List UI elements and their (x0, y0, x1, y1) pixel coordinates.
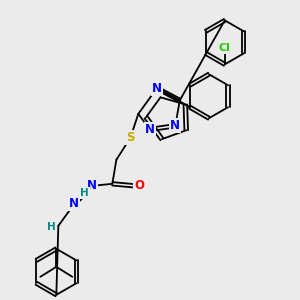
Text: N: N (145, 123, 155, 136)
Text: H: H (47, 222, 56, 232)
Text: N: N (87, 179, 97, 192)
Text: N: N (152, 82, 162, 95)
Text: N: N (69, 197, 79, 210)
Text: H: H (80, 188, 89, 198)
Text: Cl: Cl (219, 44, 231, 53)
Text: S: S (126, 131, 135, 144)
Text: O: O (134, 179, 144, 192)
Text: N: N (170, 119, 180, 132)
